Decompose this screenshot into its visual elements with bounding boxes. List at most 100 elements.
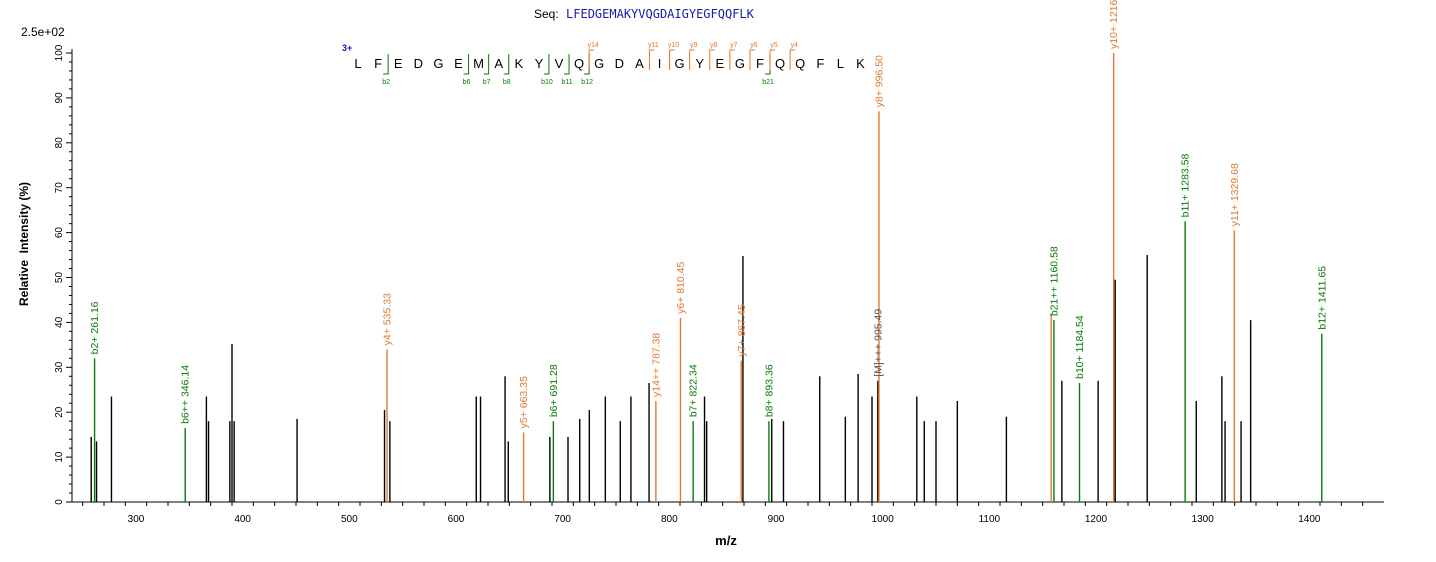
x-tick-label: 500 [341,514,358,525]
residue: E [394,56,403,71]
y-axis-label: Relative Intensity (%) [17,182,31,306]
y-tick-label: 50 [54,272,65,284]
b-ion-marker [765,54,771,75]
y-ion-marker-label: y6 [750,42,758,49]
b-ion-marker [584,54,590,75]
residue: A [494,56,503,71]
y-ion-marker [648,49,655,70]
x-tick-label: 400 [234,514,251,525]
residue: D [414,56,423,71]
residue: I [658,56,662,71]
y-ion-marker-label: y5 [770,42,778,49]
x-tick-label: 1200 [1085,514,1108,525]
x-tick-label: 600 [448,514,465,525]
peak-label: y11+ 1329.68 [1229,163,1241,226]
residue: Y [535,56,544,71]
peak-label: b12+ 1411.65 [1316,266,1328,330]
peak-label: y10+ 1216.56 [1108,0,1120,49]
b-ion-marker-label: b6 [463,79,471,86]
charge-state: 3+ [342,43,352,53]
y-tick-label: 90 [54,92,65,104]
peak-label: b10+ 1184.54 [1074,315,1086,379]
b-ion-marker-label: b8 [503,79,511,86]
residue: G [594,56,604,71]
b-ion-marker-label: b12 [581,79,593,86]
x-tick-label: 800 [661,514,678,525]
y-ion-marker [689,49,695,70]
residue: Q [795,56,805,71]
peak-label: b6+ 691.28 [548,364,560,417]
residue: Q [574,56,584,71]
b-ion-marker [564,54,570,75]
fragment-map: 3+L F E D G E M A K Y V Q G D A I G Y E G F Q Q F L Kb2 b6 b7 b8 b10 b… [342,42,865,86]
residue: L [354,56,361,71]
seq-value: LFEDGEMAKYVQGDAIGYEGFQQFLK [566,7,754,21]
residue: E [715,56,724,71]
x-tick-label: 700 [554,514,571,525]
y-ion-marker [789,49,796,70]
y-ion-marker [709,49,715,70]
residue: G [433,56,443,71]
peak-label: y4+ 535.33 [382,293,394,345]
b-ion-marker [483,54,490,75]
peak-label: y8+ 996.50 [873,55,885,107]
residue: F [756,56,764,71]
residue: Q [775,56,785,71]
x-tick-label: 1400 [1298,514,1321,525]
b-ion-marker [463,54,470,75]
y-ion-marker-label: y9 [690,42,698,49]
y-ion-marker-label: y7 [730,42,738,49]
b-ion-marker-label: b7 [483,79,491,86]
peak-label: y14++ 787.38 [650,333,662,397]
y-tick-label: 20 [54,406,65,418]
y-ion-marker-label: y14 [588,42,599,49]
sequence-header: Seq: LFEDGEMAKYVQGDAIGYEGFQQFLK [534,7,754,21]
residue: G [675,56,685,71]
b-ion-marker-label: b11 [561,79,572,86]
residue: L [837,56,844,71]
residue: M [473,56,484,71]
b-ion-marker [383,54,389,75]
b-ion-marker-label: b2 [382,79,390,86]
y-tick-label: 0 [54,499,65,505]
y-tick-label: 80 [54,137,65,149]
residue: F [374,56,382,71]
peak-label: y7+ 867.45 [736,304,748,356]
y-ion-marker [588,49,595,70]
peak-label: b6++ 346.14 [180,365,192,424]
peak-label: b21++ 1160.58 [1048,246,1060,316]
y-ion-marker-label: y4 [790,42,798,49]
peak-label: y5+ 663.35 [518,376,530,428]
x-tick-label: 1100 [979,514,1001,525]
b-ion-marker-label: b10 [541,79,553,86]
y-tick-label: 10 [54,451,65,463]
y-ion-marker [769,49,776,70]
y-tick-label: 40 [54,316,65,328]
scale-label: 2.5e+02 [21,25,65,39]
y-tick-label: 70 [54,182,65,194]
peak-label: b8+ 893.36 [763,364,775,417]
x-axis-label: m/z [715,533,737,548]
y-ion-marker [729,49,735,70]
peak-labels: b2+ 261.16 b6++ 346.14 y4+ 535.33 y5+ 663.3… [89,0,1328,428]
y-ion-marker-label: y10 [668,42,679,49]
x-tick-label: 900 [768,514,785,525]
b-ion-marker-label: b21 [762,79,774,86]
x-tick-label: 1300 [1192,514,1215,525]
b-ion-marker [543,54,550,75]
residue: Y [695,56,704,71]
y-ion-marker-label: y8 [710,42,718,49]
residue: V [555,56,564,71]
peak-label: b7+ 822.34 [688,364,700,417]
peak-label: y6+ 810.45 [675,261,687,313]
b-ion-marker [503,54,510,75]
peak-label: b2+ 261.16 [89,301,101,354]
peak-label: b11+ 1283.58 [1180,153,1192,217]
peak-label: [M]+++ 995.49 [872,309,884,377]
seq-label: Seq: [534,7,559,21]
residue: K [514,56,523,71]
residue: D [615,56,624,71]
residue: A [635,56,644,71]
